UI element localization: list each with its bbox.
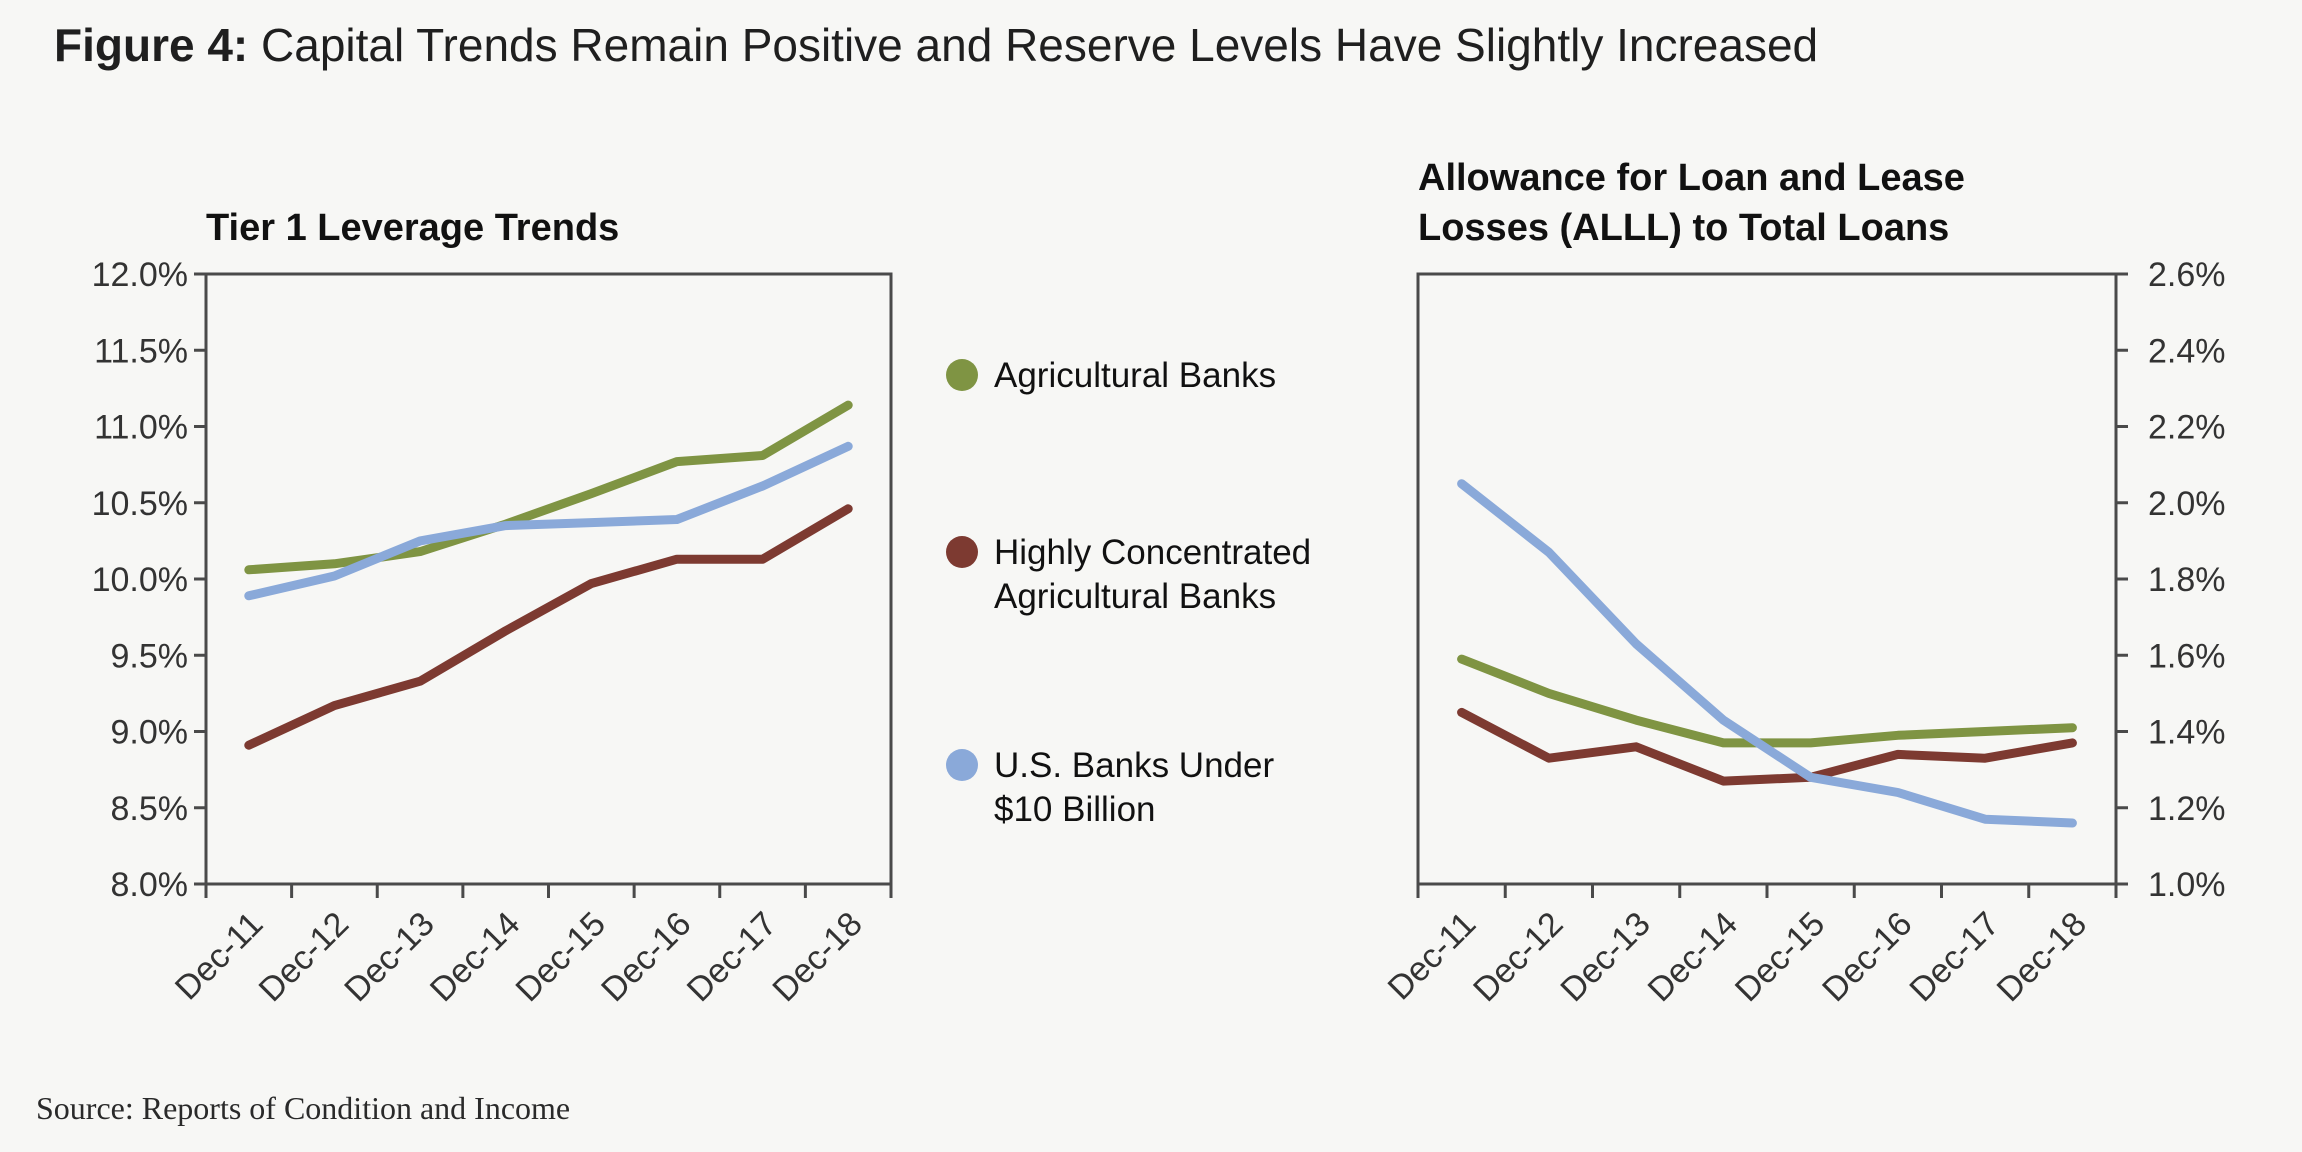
legend: Agricultural Banks Highly Concentrated Agr… — [946, 356, 1311, 829]
series-line-u-s-banks-under-10-billion — [1457, 479, 2077, 828]
figure-label: Figure 4: — [54, 19, 249, 71]
legend-label: Highly Concentrated — [994, 533, 1311, 572]
series-line-agricultural-banks — [1457, 654, 2077, 748]
legend-label: Agricultural Banks — [994, 577, 1276, 616]
legend-marker — [946, 536, 978, 568]
x-tick-label: Dec-11 — [1381, 905, 1484, 1008]
x-tick-label: Dec-14 — [1641, 905, 1745, 1009]
y-tick-label: 2.0% — [2148, 485, 2226, 523]
legend-item: Highly Concentrated Agricultural Banks — [946, 533, 1311, 616]
y-tick-label: 9.0% — [111, 714, 189, 752]
plot-frame — [1416, 272, 2118, 886]
source-note: Source: Reports of Condition and Income — [36, 1090, 571, 1126]
series-line-highly-concentrated-agricultural-banks — [1457, 707, 2077, 786]
y-tick-label: 1.6% — [2148, 637, 2226, 675]
legend-marker — [946, 749, 978, 781]
chart-panel-1: Tier 1 Leverage Trends 8.0% 8.5% 9.0% 9.5% 10… — [92, 207, 893, 1009]
chart-title: Tier 1 Leverage Trends — [206, 207, 619, 249]
x-tick-label: Dec-11 — [168, 905, 271, 1008]
y-tick-label: 10.0% — [92, 561, 188, 599]
y-tick-label: 1.8% — [2148, 561, 2226, 599]
legend-label: $10 Billion — [994, 790, 1156, 829]
legend-label: U.S. Banks Under — [994, 746, 1274, 785]
x-tick-label: Dec-18 — [1990, 905, 2094, 1009]
x-tick-label: Dec-15 — [509, 905, 613, 1009]
x-tick-label: Dec-13 — [337, 905, 441, 1009]
y-tick-label: 1.4% — [2148, 714, 2226, 752]
figure-title: Figure 4: Capital Trends Remain Positive… — [54, 18, 1818, 72]
chart-panel-2: Allowance for Loan and Lease Losses (ALLL… — [1381, 157, 2226, 1009]
x-tick-label: Dec-16 — [594, 905, 698, 1009]
y-tick-label: 2.4% — [2148, 332, 2226, 370]
x-tick-label: Dec-12 — [1466, 905, 1570, 1009]
y-tick-label: 8.0% — [111, 866, 189, 904]
series-line-agricultural-banks — [244, 400, 853, 575]
series-line-highly-concentrated-agricultural-banks — [244, 504, 853, 750]
x-tick-label: Dec-18 — [765, 905, 869, 1009]
y-tick-label: 10.5% — [92, 485, 188, 523]
legend-item: Agricultural Banks — [946, 356, 1276, 395]
x-tick-label: Dec-14 — [423, 905, 527, 1009]
legend-marker — [946, 359, 978, 391]
y-tick-label: 12.0% — [92, 256, 188, 294]
y-tick-label: 2.2% — [2148, 409, 2226, 447]
legend-item: U.S. Banks Under $10 Billion — [946, 746, 1274, 829]
y-tick-label: 9.5% — [111, 637, 189, 675]
chart-title: Allowance for Loan and Lease — [1418, 157, 1965, 199]
x-tick-label: Dec-17 — [680, 905, 784, 1009]
x-tick-label: Dec-17 — [1902, 905, 2006, 1009]
y-tick-label: 1.0% — [2148, 866, 2226, 904]
y-tick-label: 1.2% — [2148, 790, 2226, 828]
y-tick-label: 2.6% — [2148, 256, 2226, 294]
figure-title-text: Capital Trends Remain Positive and Reser… — [261, 19, 1819, 71]
legend-label: Agricultural Banks — [994, 356, 1276, 395]
chart-title: Losses (ALLL) to Total Loans — [1418, 207, 1949, 249]
y-tick-label: 8.5% — [111, 790, 189, 828]
x-tick-label: Dec-12 — [252, 905, 356, 1009]
x-tick-label: Dec-15 — [1728, 905, 1832, 1009]
x-tick-label: Dec-16 — [1815, 905, 1919, 1009]
y-tick-label: 11.0% — [94, 409, 188, 447]
y-tick-label: 11.5% — [94, 332, 188, 370]
series-line-u-s-banks-under-10-billion — [244, 441, 853, 601]
x-tick-label: Dec-13 — [1553, 905, 1657, 1009]
